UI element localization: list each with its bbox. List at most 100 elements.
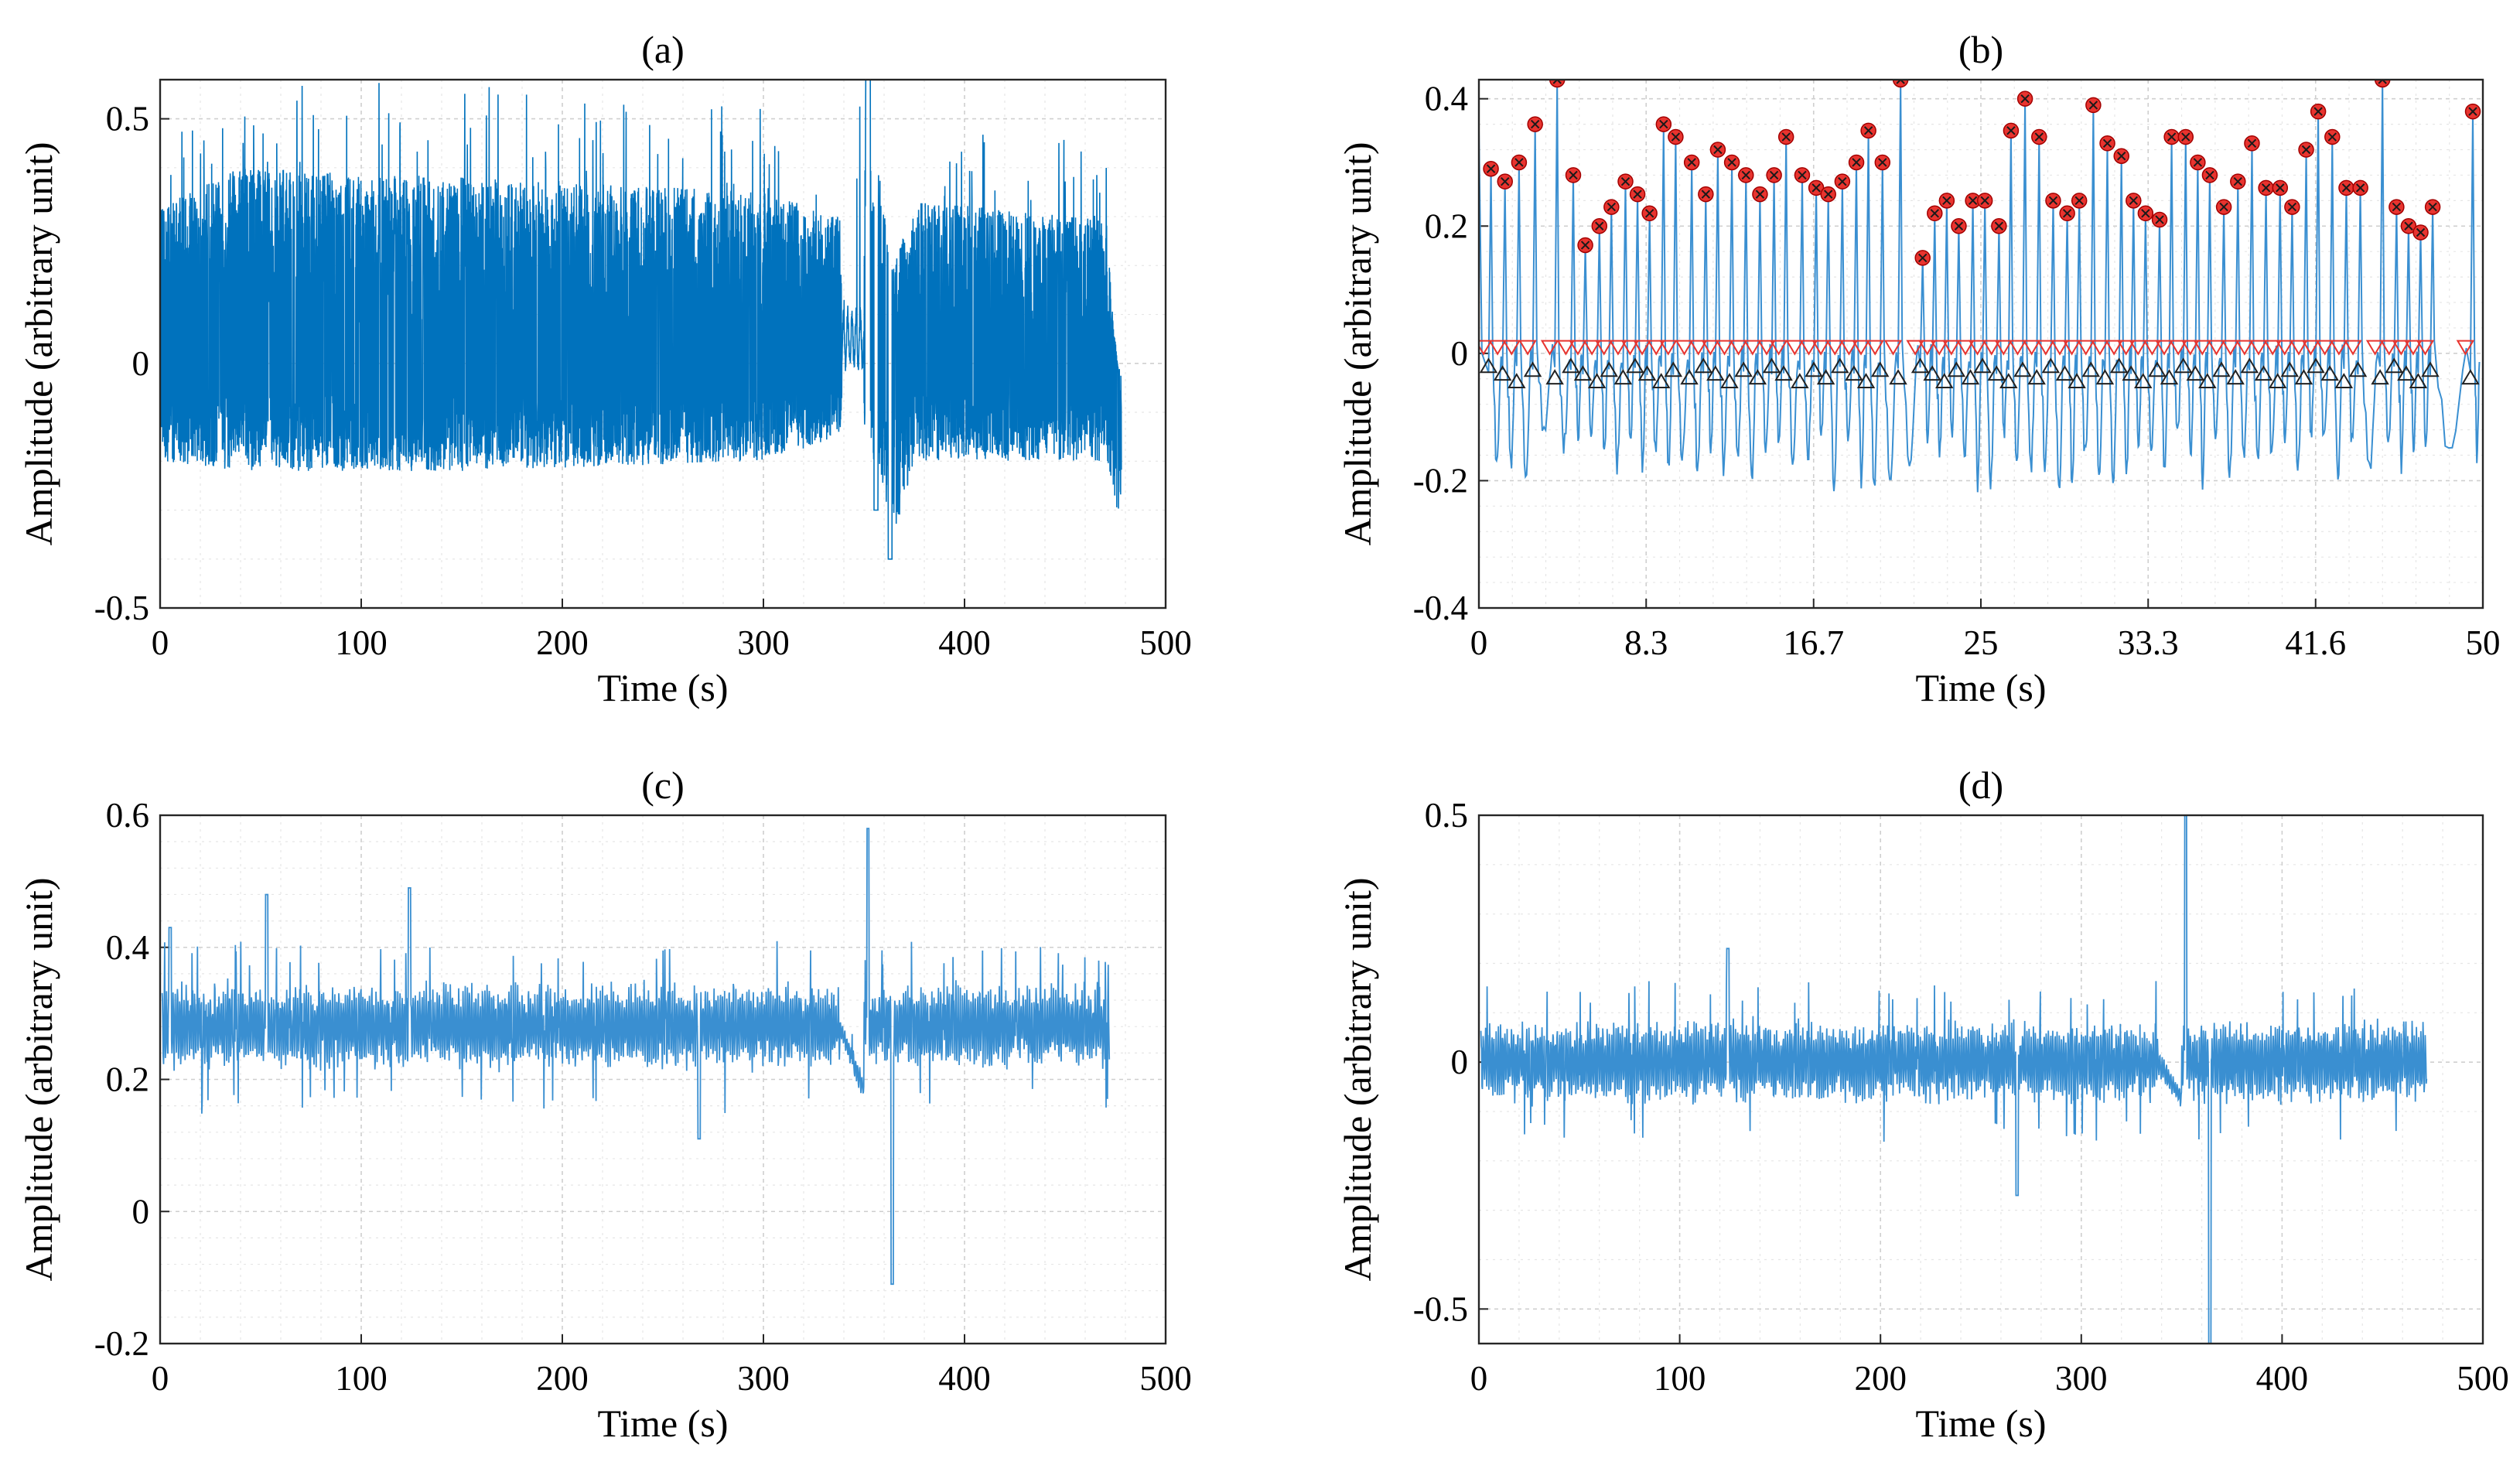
peak-marker-cross [2034, 132, 2044, 142]
x-tick-label: 41.6 [2285, 623, 2346, 662]
peak-marker-cross [1687, 158, 1696, 167]
valley-marker [2008, 340, 2027, 356]
peak-marker-cross [2141, 209, 2150, 218]
peak-marker-cross [1852, 158, 1861, 167]
foot-marker [1816, 369, 1835, 385]
x-tick-label: 500 [1139, 623, 1192, 662]
foot-marker [2421, 361, 2440, 377]
valley-marker [1930, 340, 1949, 356]
valley-marker [1769, 340, 1788, 356]
valley-marker [2105, 340, 2123, 356]
x-tick-label: 400 [2256, 1359, 2309, 1398]
valley-marker [1757, 340, 1776, 356]
foot-marker [1935, 373, 1954, 389]
y-tick-label: -0.5 [94, 589, 149, 627]
foot-marker [1910, 357, 1930, 374]
y-tick-label: -0.5 [1413, 1289, 1468, 1328]
x-tick-label: 25 [1964, 623, 1999, 662]
foot-marker [2254, 365, 2273, 381]
peak-marker-cross [2468, 107, 2477, 116]
peak-marker-cross [1701, 190, 1711, 199]
peak-marker-cross [1755, 190, 1765, 199]
valley-marker [1994, 340, 2013, 356]
foot-marker [2160, 369, 2179, 385]
foot-marker [1523, 361, 1542, 377]
peak-marker-cross [1968, 196, 1978, 206]
plot-area [1479, 80, 2481, 493]
valley-marker [1906, 340, 1924, 356]
y-axis-label: Amplitude (arbitrary unit) [17, 142, 60, 545]
foot-marker [2212, 361, 2231, 377]
panel-title: (c) [641, 763, 685, 807]
foot-marker [2397, 365, 2416, 381]
x-tick-label: 100 [1654, 1359, 1706, 1398]
panel-title: (d) [1958, 763, 2003, 807]
foot-marker [1831, 357, 1849, 374]
peak-marker-cross [1607, 202, 1617, 212]
peak-marker-cross [1514, 158, 1524, 167]
y-tick-label: 0.2 [106, 1060, 149, 1099]
peak-marker-cross [1769, 170, 1779, 180]
x-tick-label: 100 [335, 623, 388, 662]
valley-marker [2050, 340, 2069, 356]
peak-marker-cross [1798, 170, 1807, 180]
foot-marker [2409, 373, 2428, 389]
x-axis-label: Time (s) [597, 1402, 728, 1445]
x-tick-label: 400 [938, 623, 991, 662]
foot-marker [1845, 365, 1863, 381]
plot-area [160, 80, 1122, 560]
valley-marker [1968, 340, 1987, 356]
plot-area [161, 828, 1111, 1286]
valley-marker [1715, 340, 1734, 356]
peak-marker-cross [2048, 196, 2058, 206]
valley-marker [2155, 340, 2173, 356]
peak-marker-cross [1838, 176, 1847, 186]
x-tick-label: 0 [1470, 623, 1488, 662]
valley-marker [1785, 340, 1805, 356]
valley-marker [1583, 340, 1601, 356]
peak-marker-cross [1552, 80, 1562, 84]
x-tick-label: 300 [2055, 1359, 2108, 1398]
valley-marker [2249, 340, 2268, 356]
peak-marker-cross [1727, 158, 1736, 167]
valley-marker [1502, 340, 1521, 356]
foot-marker [2081, 361, 2101, 377]
x-tick-label: 400 [938, 1359, 991, 1398]
valley-marker [2404, 340, 2423, 356]
foot-marker [2334, 373, 2354, 389]
foot-marker [1573, 365, 1593, 381]
peak-marker-cross [2233, 176, 2242, 186]
peak-marker-cross [1781, 132, 1791, 142]
peak-marker-cross [1942, 196, 1951, 206]
series-line-raw [160, 80, 1122, 560]
x-axis-label: Time (s) [1915, 1402, 2046, 1445]
foot-marker [1680, 369, 1699, 385]
valley-marker [1866, 340, 1884, 356]
foot-marker [1562, 357, 1580, 374]
y-tick-label: 0.4 [106, 928, 149, 967]
valley-marker [1956, 340, 1975, 356]
peak-marker-cross [1595, 221, 1604, 231]
peak-marker-cross [2276, 183, 2285, 193]
x-tick-label: 200 [536, 623, 589, 662]
series-line-filtered [161, 828, 1111, 1286]
valley-marker [2456, 340, 2475, 356]
foot-marker [1870, 361, 1890, 377]
valley-marker [2416, 340, 2435, 356]
peak-marker-cross [2006, 126, 2016, 135]
x-tick-label: 500 [1139, 1359, 1192, 1398]
y-tick-label: 0.5 [106, 100, 149, 138]
x-axis-label: Time (s) [597, 666, 728, 709]
peak-marker-cross [1580, 241, 1590, 250]
y-tick-label: 0.6 [106, 796, 149, 835]
valley-marker [1701, 340, 1720, 356]
foot-marker [2240, 357, 2259, 374]
foot-marker [1748, 369, 1767, 385]
valley-marker [2193, 340, 2212, 356]
x-tick-label: 0 [152, 623, 169, 662]
valley-marker [2330, 340, 2348, 356]
foot-marker [1626, 357, 1644, 374]
peak-marker-cross [1741, 170, 1750, 180]
peak-marker [1892, 80, 1909, 88]
axes-frame [1477, 814, 2484, 1345]
